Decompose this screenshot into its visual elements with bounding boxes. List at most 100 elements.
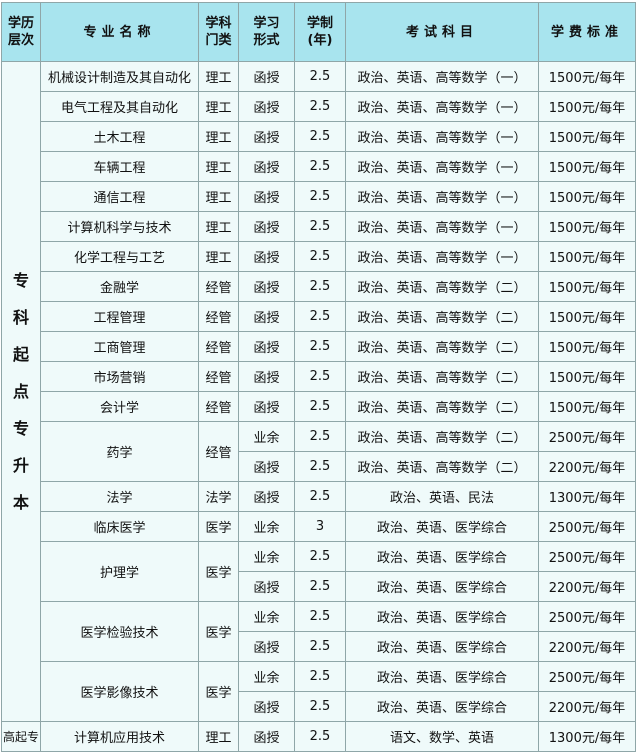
- major-name: 电气工程及其自动化: [40, 91, 199, 122]
- major-name: 计算机科学与技术: [40, 211, 199, 242]
- tuition-fee: 2500元/每年: [538, 421, 636, 452]
- study-years: 2.5: [294, 451, 346, 482]
- major-name: 土木工程: [40, 121, 199, 152]
- tuition-fee: 2500元/每年: [538, 541, 636, 572]
- table-row: 药学 经管 业余 2.5 政治、英语、高等数学（二） 2500元/每年: [2, 421, 636, 482]
- major-name: 通信工程: [40, 181, 199, 212]
- major-name: 医学检验技术: [40, 601, 199, 662]
- exam-subjects: 语文、数学、英语: [345, 721, 539, 752]
- tuition-fee: 1500元/每年: [538, 91, 636, 122]
- tuition-fee: 2500元/每年: [538, 601, 636, 632]
- table-row: 化学工程与工艺 理工 函授 2.5 政治、英语、高等数学（一） 1500元/每年: [2, 241, 636, 272]
- major-category: 法学: [198, 481, 239, 512]
- table-row: 函授 2.5 政治、英语、医学综合 2200元/每年: [2, 691, 636, 722]
- study-years: 2.5: [294, 241, 346, 272]
- study-years: 2.5: [294, 601, 346, 632]
- study-years: 2.5: [294, 181, 346, 212]
- table-row: 土木工程 理工 函授 2.5 政治、英语、高等数学（一） 1500元/每年: [2, 121, 636, 152]
- table-row: 医学影像技术 医学 业余 2.5 政治、英语、医学综合 2500元/每年: [2, 661, 636, 722]
- study-mode: 函授: [238, 301, 295, 332]
- study-mode: 函授: [238, 331, 295, 362]
- exam-subjects: 政治、英语、高等数学（二）: [345, 451, 539, 482]
- exam-subjects: 政治、英语、高等数学（二）: [345, 331, 539, 362]
- major-category: 经管: [198, 301, 239, 332]
- major-name: 法学: [40, 481, 199, 512]
- major-category: 理工: [198, 181, 239, 212]
- table-row: 通信工程 理工 函授 2.5 政治、英语、高等数学（一） 1500元/每年: [2, 181, 636, 212]
- study-mode: 函授: [238, 181, 295, 212]
- major-name: 会计学: [40, 391, 199, 422]
- major-name: 金融学: [40, 271, 199, 302]
- major-category: 经管: [198, 361, 239, 392]
- major-category: 理工: [198, 241, 239, 272]
- exam-subjects: 政治、英语、民法: [345, 481, 539, 512]
- exam-subjects: 政治、英语、高等数学（一）: [345, 121, 539, 152]
- table-row: 金融学 经管 函授 2.5 政治、英语、高等数学（二） 1500元/每年: [2, 271, 636, 302]
- major-category: 经管: [198, 421, 239, 482]
- table-row: 护理学 医学 业余 2.5 政治、英语、医学综合 2500元/每年: [2, 541, 636, 602]
- major-name: 车辆工程: [40, 151, 199, 182]
- level-cell: 高起专: [1, 721, 41, 752]
- study-mode: 函授: [238, 241, 295, 272]
- study-years: 2.5: [294, 481, 346, 512]
- tuition-fee: 2200元/每年: [538, 691, 636, 722]
- major-name: 工商管理: [40, 331, 199, 362]
- table-row: 医学检验技术 医学 业余 2.5 政治、英语、医学综合 2500元/每年: [2, 601, 636, 662]
- table-row: 工商管理 经管 函授 2.5 政治、英语、高等数学（二） 1500元/每年: [2, 331, 636, 362]
- study-mode: 业余: [238, 421, 295, 452]
- major-name: 市场营销: [40, 361, 199, 392]
- major-name: 工程管理: [40, 301, 199, 332]
- tuition-fee: 1500元/每年: [538, 61, 636, 92]
- exam-subjects: 政治、英语、高等数学（一）: [345, 61, 539, 92]
- study-years: 2.5: [294, 211, 346, 242]
- study-years: 2.5: [294, 421, 346, 452]
- major-name: 药学: [40, 421, 199, 482]
- study-mode: 函授: [238, 61, 295, 92]
- study-mode: 函授: [238, 271, 295, 302]
- study-mode: 函授: [238, 121, 295, 152]
- exam-subjects: 政治、英语、医学综合: [345, 691, 539, 722]
- exam-subjects: 政治、英语、高等数学（一）: [345, 91, 539, 122]
- exam-subjects: 政治、英语、高等数学（一）: [345, 181, 539, 212]
- table-row: 计算机科学与技术 理工 函授 2.5 政治、英语、高等数学（一） 1500元/每年: [2, 211, 636, 242]
- header-mode: 学习 形式: [238, 2, 295, 62]
- header-level: 学历 层次: [1, 2, 41, 62]
- tuition-fee: 1500元/每年: [538, 151, 636, 182]
- study-years: 2.5: [294, 91, 346, 122]
- exam-subjects: 政治、英语、高等数学（二）: [345, 391, 539, 422]
- tuition-fee: 1500元/每年: [538, 121, 636, 152]
- exam-subjects: 政治、英语、医学综合: [345, 601, 539, 632]
- tuition-fee: 2200元/每年: [538, 451, 636, 482]
- level-cell: 专 科 起 点 专 升 本: [1, 61, 41, 722]
- exam-subjects: 政治、英语、高等数学（二）: [345, 301, 539, 332]
- header-fee: 学费标准: [538, 2, 636, 62]
- study-years: 2.5: [294, 391, 346, 422]
- study-years: 2.5: [294, 661, 346, 692]
- major-category: 医学: [198, 601, 239, 662]
- exam-subjects: 政治、英语、高等数学（一）: [345, 211, 539, 242]
- study-mode: 函授: [238, 451, 295, 482]
- exam-subjects: 政治、英语、医学综合: [345, 571, 539, 602]
- header-major: 专业名称: [40, 2, 199, 62]
- study-years: 2.5: [294, 151, 346, 182]
- major-category: 理工: [198, 121, 239, 152]
- tuition-fee: 1300元/每年: [538, 481, 636, 512]
- table-row: 工程管理 经管 函授 2.5 政治、英语、高等数学（二） 1500元/每年: [2, 301, 636, 332]
- study-years: 2.5: [294, 61, 346, 92]
- major-category: 理工: [198, 61, 239, 92]
- study-years: 2.5: [294, 571, 346, 602]
- study-years: 2.5: [294, 541, 346, 572]
- tuition-fee: 1500元/每年: [538, 391, 636, 422]
- study-years: 2.5: [294, 721, 346, 752]
- major-category: 医学: [198, 661, 239, 722]
- exam-subjects: 政治、英语、高等数学（二）: [345, 421, 539, 452]
- study-years: 2.5: [294, 121, 346, 152]
- major-name: 护理学: [40, 541, 199, 602]
- header-row: 学历 层次 专业名称 学科 门类 学习 形式 学制 (年) 考试科目 学费标准: [1, 2, 636, 62]
- header-category: 学科 门类: [198, 2, 239, 62]
- study-years: 2.5: [294, 361, 346, 392]
- exam-subjects: 政治、英语、医学综合: [345, 661, 539, 692]
- table-body: 专 科 起 点 专 升 本机械设计制造及其自动化 理工 函授 2.5 政治、英语、高等数…: [1, 61, 636, 752]
- table-row: 函授 2.5 政治、英语、医学综合 2200元/每年: [2, 571, 636, 602]
